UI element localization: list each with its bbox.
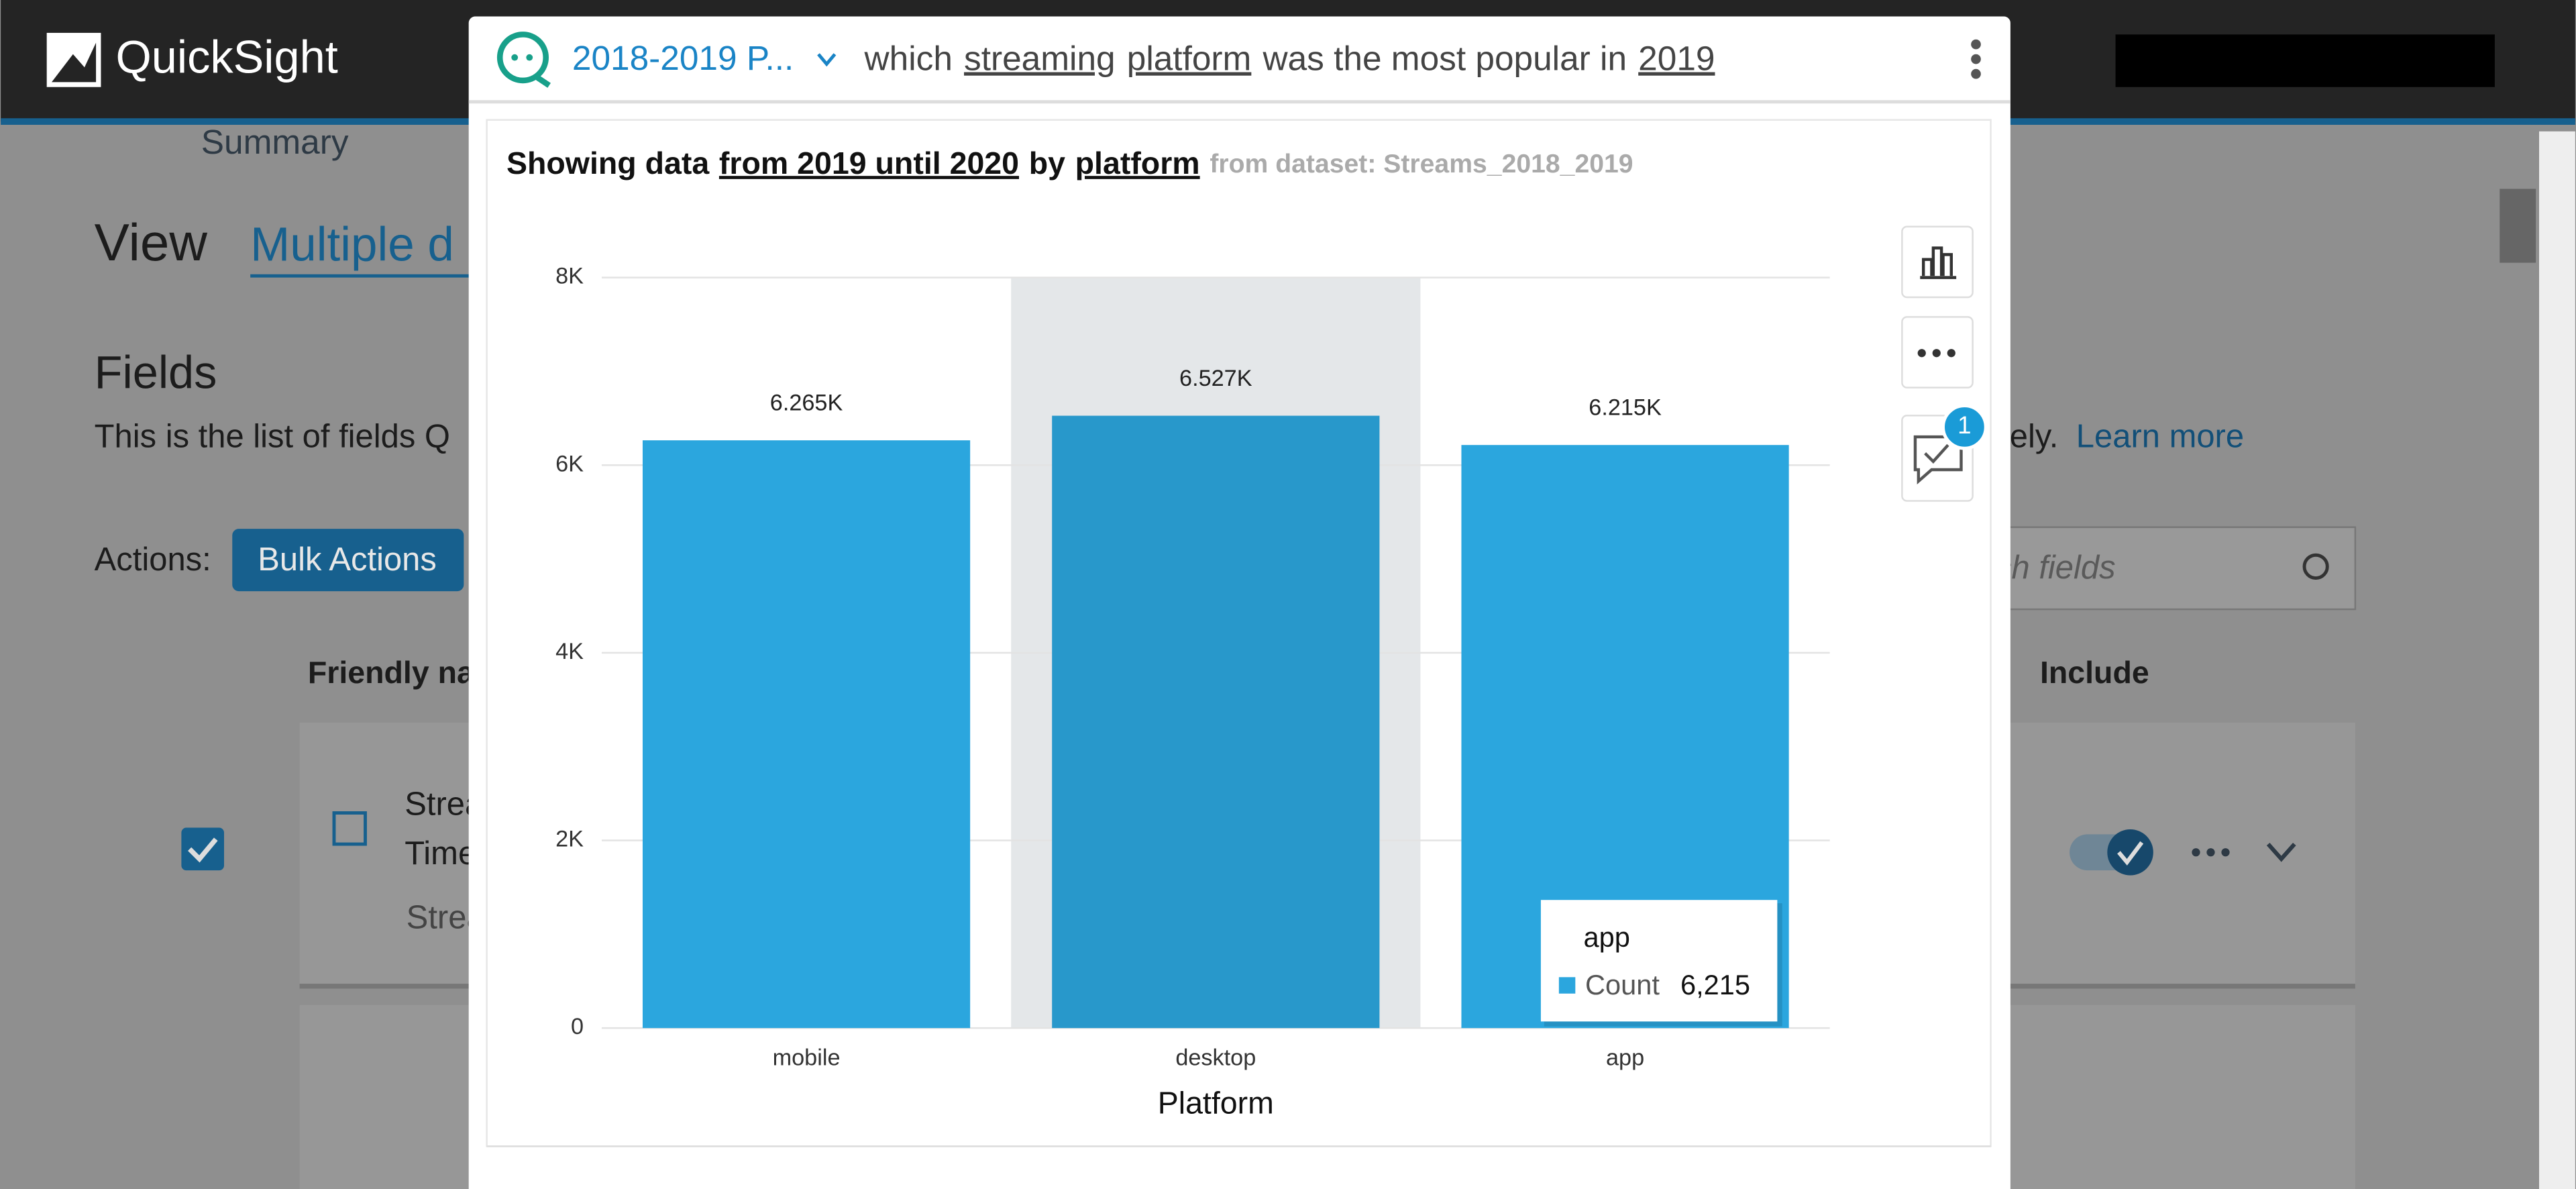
y-tick-label: 0 <box>571 1014 584 1039</box>
tooltip-measure: Count <box>1585 969 1660 1000</box>
check <box>2117 841 2144 866</box>
title-part: Showing data <box>506 146 710 180</box>
search-icon <box>2302 553 2329 580</box>
modal-menu[interactable] <box>1971 39 1981 79</box>
x-tick-label: desktop <box>1175 1045 1256 1071</box>
question-part: streaming <box>964 38 1116 77</box>
row-checkbox[interactable] <box>181 827 225 871</box>
row-more[interactable] <box>2192 848 2230 857</box>
value-label: 6.265K <box>770 390 843 415</box>
bulk-actions-label: Bulk Actions <box>258 541 437 578</box>
bulk-actions-button[interactable] <box>232 529 464 592</box>
x-tick-label: app <box>1606 1045 1644 1071</box>
question-part: platform <box>1127 38 1252 77</box>
toggle-knob <box>2107 829 2153 876</box>
logo <box>46 32 101 87</box>
bar <box>642 440 971 1029</box>
question-part: was the most popular in <box>1262 38 1627 77</box>
learn-more[interactable]: Learn more <box>2076 418 2244 454</box>
scroll-thumb[interactable] <box>2500 189 2536 263</box>
visual-more-button[interactable] <box>1901 316 1974 389</box>
y-tick-label: 8K <box>555 264 584 289</box>
badge <box>1941 404 1988 450</box>
brand: QuickSight <box>115 32 337 83</box>
fields-heading: Fields <box>95 347 217 399</box>
topic-selector[interactable]: 2018-2019 P... <box>572 38 794 77</box>
view-value[interactable]: Multiple d <box>250 218 454 271</box>
actions-label: Actions: <box>95 541 211 578</box>
question[interactable]: which streaming platform was the most popul… <box>864 38 1715 77</box>
tooltip-value: 6,215 <box>1680 969 1750 1000</box>
scrollbar <box>2539 131 2575 1189</box>
badge-count: 1 <box>1957 411 1971 439</box>
y-tick-label: 6K <box>555 451 584 476</box>
tooltip-swatch <box>1558 977 1576 994</box>
row-expand[interactable] <box>2266 842 2296 862</box>
view-label: View <box>95 213 208 272</box>
visual-type-button[interactable] <box>1901 225 1974 299</box>
y-tick-label: 2K <box>555 827 584 852</box>
chart-title: Showing data from 2019 until 2020 by platfo… <box>506 146 1633 180</box>
question-part: 2019 <box>1638 38 1715 77</box>
title-part: from 2019 until 2020 <box>719 146 1019 180</box>
row-name: Time <box>405 835 476 872</box>
calendar-icon <box>332 811 367 846</box>
col-include: Include <box>2040 655 2149 690</box>
q-icon <box>496 32 551 88</box>
title-part: by <box>1029 146 1065 180</box>
question-part: which <box>864 38 953 77</box>
y-tick-label: 4K <box>555 639 584 664</box>
bar <box>1052 415 1380 1029</box>
tooltip-category: app <box>1584 921 1630 953</box>
tab[interactable]: Summary <box>201 122 349 161</box>
chart-subtitle: from dataset: Streams_2018_2019 <box>1210 150 1633 179</box>
tooltip-box <box>1540 900 1778 1022</box>
check <box>188 837 218 863</box>
x-tick-label: mobile <box>773 1045 841 1071</box>
topic-chevron[interactable] <box>817 53 837 67</box>
value-label: 6.215K <box>1589 395 1662 420</box>
col-friendly-name: Friendly na <box>308 655 475 690</box>
tooltip: app Count 6,215 <box>1540 900 1782 1027</box>
x-axis-label: Platform <box>1158 1085 1274 1120</box>
value-label: 6.527K <box>1179 366 1252 391</box>
title-part: platform <box>1075 146 1200 180</box>
fields-desc: This is the list of fields Q <box>95 418 450 454</box>
account-box[interactable] <box>2115 34 2495 87</box>
plot: 0 2K 4K 6K 8K 6.265K mobile 6.527K desktop 6.215K… <box>555 264 1830 1120</box>
